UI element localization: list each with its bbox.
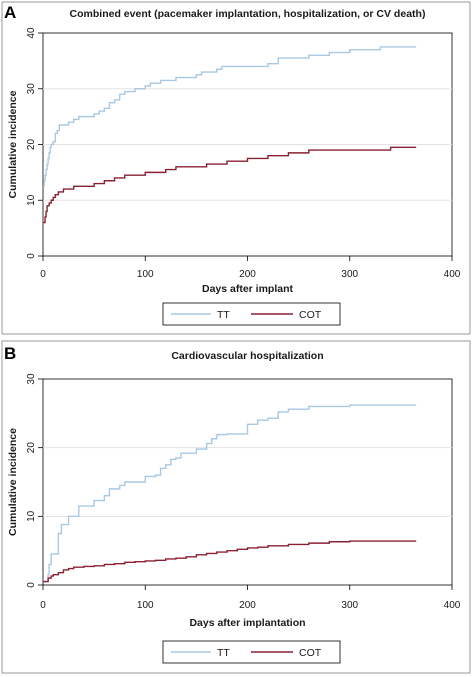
panel-a: A Combined event (pacemaker implantation,… xyxy=(0,0,474,338)
chart-b-frame xyxy=(1,340,471,674)
chart-a-y-axis-label: Cumulative incidence xyxy=(7,90,19,198)
chart-b-y-axis-label: Cumulative incidence xyxy=(7,428,19,536)
chart-b-x-axis-label: Days after implantation xyxy=(189,617,305,629)
chart-b-x-tick-label: 100 xyxy=(137,600,154,611)
chart-a-y-tick-label: 20 xyxy=(26,139,37,151)
chart-a-x-tick-label: 100 xyxy=(137,269,154,280)
chart-b-plot-box xyxy=(42,378,453,586)
chart-b-x-tick-label: 300 xyxy=(341,600,358,611)
chart-a-panel-letter: A xyxy=(4,3,16,22)
panel-b: B Cardiovascular hospitalization 0 10 20 30 0 1… xyxy=(0,339,474,677)
chart-a-series-cot-line xyxy=(43,146,417,224)
chart-b-x-tick-label: 200 xyxy=(239,600,256,611)
chart-a-y-tick-label: 10 xyxy=(26,194,37,206)
chart-b-panel-letter: B xyxy=(4,344,16,363)
chart-a-x-tick-label: 200 xyxy=(239,269,256,280)
chart-a-x-tick-label: 400 xyxy=(444,269,461,280)
chart-a-x-tick-label: 300 xyxy=(341,269,358,280)
chart-a-y-tick-label: 40 xyxy=(26,27,37,39)
chart-a-frame xyxy=(1,1,471,335)
chart-b-y-tick-label: 20 xyxy=(26,442,37,454)
chart-b-y-tick-label: 30 xyxy=(26,373,37,385)
chart-b-x-tick-label: 400 xyxy=(444,600,461,611)
chart-b-title: Cardiovascular hospitalization xyxy=(171,350,323,362)
chart-a-x-tick-label: 0 xyxy=(40,269,46,280)
chart-a-y-tick-label: 0 xyxy=(26,253,37,259)
chart-a-svg: A Combined event (pacemaker implantation,… xyxy=(1,1,471,335)
chart-b-series-tt-line xyxy=(43,404,417,583)
chart-a-legend-label-cot: COT xyxy=(299,309,322,321)
chart-b-y-tick-label: 0 xyxy=(26,582,37,588)
chart-b-legend-label-cot: COT xyxy=(299,647,322,659)
chart-b-x-tick-label: 0 xyxy=(40,600,46,611)
chart-a-x-axis-label: Days after implant xyxy=(202,283,294,295)
chart-b-y-tick-label: 10 xyxy=(26,510,37,522)
chart-b-series-cot-line xyxy=(43,540,417,583)
chart-b-legend-label-tt: TT xyxy=(217,647,230,659)
chart-a-legend-label-tt: TT xyxy=(217,309,230,321)
chart-a-y-tick-label: 30 xyxy=(26,83,37,95)
chart-a-title: Combined event (pacemaker implantation, … xyxy=(70,8,426,20)
chart-a-series-tt-line xyxy=(43,46,417,188)
